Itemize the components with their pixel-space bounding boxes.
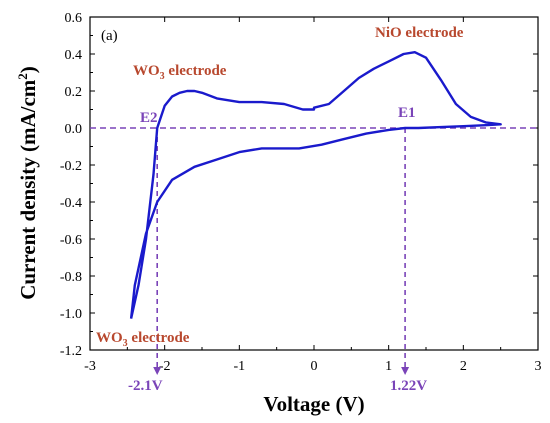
e2-arrow-head	[153, 367, 162, 375]
x-tick-label: 2	[460, 359, 467, 374]
y-tick-label: 0.2	[65, 85, 83, 100]
x-tick-label: -1	[233, 359, 245, 374]
reference-lines	[90, 127, 538, 375]
y-tick-label: -0.6	[60, 233, 82, 248]
axis-ticks	[89, 16, 539, 351]
x-tick-labels: -3 -2 -1 0 1 2 3	[84, 359, 541, 374]
x-tick-label: 0	[311, 359, 318, 374]
cv-curve	[129, 51, 502, 319]
e2-voltage-label: -2.1V	[128, 378, 163, 394]
e2-label: E2	[140, 110, 158, 126]
x-tick-label: 1	[385, 359, 392, 374]
y-tick-label: 0.0	[65, 122, 83, 137]
y-tick-labels: -1.2 -1.0 -0.8 -0.6 -0.4 -0.2 0.0 0.2 0.4 0.6	[60, 11, 82, 359]
y-tick-label: -1.0	[60, 307, 82, 322]
x-axis-title: Voltage (V)	[263, 392, 364, 416]
e1-label: E1	[398, 105, 416, 121]
panel-label: (a)	[101, 28, 118, 44]
wo3-electrode-label-bottom: WO3 electrode	[96, 330, 190, 349]
x-tick-label: 3	[535, 359, 542, 374]
y-tick-label: -0.4	[60, 196, 82, 211]
y-tick-label: 0.6	[65, 11, 83, 26]
y-axis-title: Current density (mA/cm2)	[15, 66, 40, 300]
x-tick-label: -2	[159, 359, 171, 374]
x-tick-label: -3	[84, 359, 96, 374]
y-tick-label: -1.2	[60, 344, 82, 359]
nio-electrode-label: NiO electrode	[375, 25, 464, 41]
y-tick-label: 0.4	[65, 48, 83, 63]
e1-arrow-head	[401, 367, 410, 375]
wo3-electrode-label-top: WO3 electrode	[133, 63, 227, 82]
y-tick-label: -0.8	[60, 270, 82, 285]
y-tick-label: -0.2	[60, 159, 82, 174]
e1-voltage-label: 1.22V	[390, 378, 427, 394]
